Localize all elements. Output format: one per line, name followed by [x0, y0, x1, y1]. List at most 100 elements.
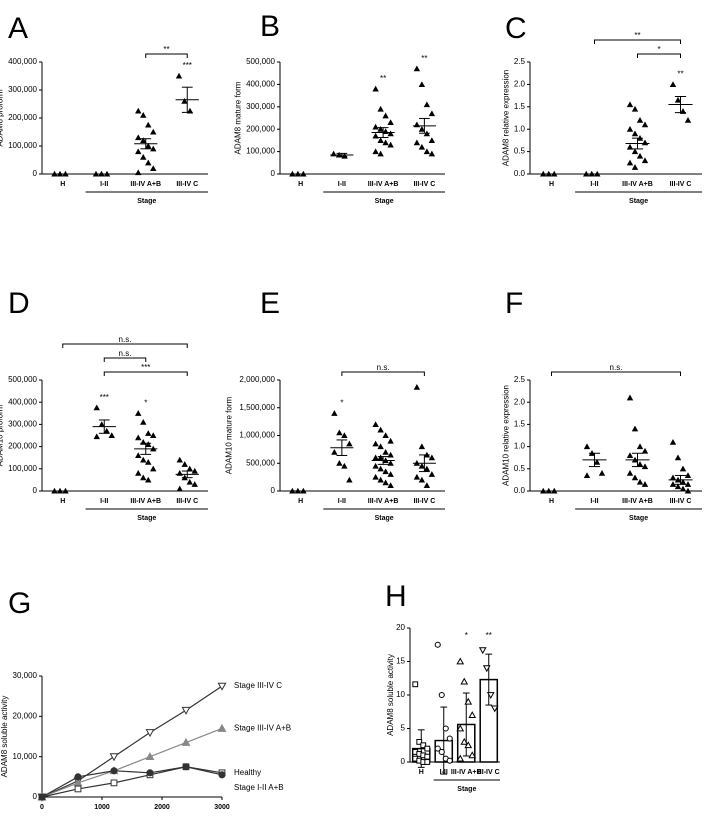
marker: [413, 139, 421, 146]
marker: [377, 105, 384, 112]
marker: [145, 142, 152, 149]
marker: [641, 481, 649, 487]
marker: [140, 137, 147, 143]
marker: [140, 474, 147, 481]
marker: [382, 468, 389, 475]
bracket-label: n.s.: [119, 349, 132, 358]
marker: [684, 117, 692, 123]
significance: **: [486, 631, 492, 640]
y-tick-label: 100,000: [8, 464, 37, 473]
marker: [191, 481, 198, 487]
y-tick-label: 2.0: [514, 80, 526, 89]
marker: [423, 148, 431, 155]
marker: [372, 473, 379, 480]
y-axis-label: ADAM8 proform: [0, 89, 5, 147]
marker: [626, 159, 634, 166]
x-tick-label: H: [298, 181, 303, 188]
marker: [588, 170, 595, 177]
marker: [626, 394, 634, 401]
series-line: [41, 727, 223, 798]
marker: [109, 753, 119, 762]
marker: [377, 476, 384, 483]
x-axis-label: Stage: [375, 198, 394, 205]
y-tick-label: 1,500,000: [239, 403, 275, 412]
marker: [631, 148, 639, 155]
y-tick-label: 20: [396, 623, 405, 632]
marker: [387, 130, 394, 137]
marker: [486, 692, 495, 700]
marker: [490, 705, 499, 713]
marker: [93, 404, 100, 411]
marker: [51, 170, 58, 177]
x-tick-label: III-IV A+B: [622, 498, 653, 505]
marker: [674, 483, 682, 490]
marker: [181, 706, 191, 715]
marker: [289, 170, 296, 177]
x-tick-label: III-IV A+B: [622, 181, 653, 188]
bracket: [594, 39, 681, 44]
bracket: [341, 371, 425, 376]
marker: [387, 471, 394, 477]
marker: [145, 121, 152, 128]
marker: [135, 134, 142, 141]
marker: [438, 691, 445, 699]
marker: [418, 81, 426, 87]
marker: [460, 737, 469, 745]
y-tick-label: 0: [271, 486, 276, 495]
marker: [377, 126, 384, 132]
marker: [387, 141, 394, 148]
marker: [418, 476, 426, 483]
marker: [669, 481, 677, 487]
y-axis-label: ADAM8 mature form: [234, 81, 243, 154]
y-tick-label: 0: [33, 169, 38, 178]
marker: [438, 748, 445, 756]
marker: [674, 454, 682, 461]
marker: [108, 432, 115, 439]
marker: [545, 487, 552, 494]
marker: [593, 458, 601, 465]
y-axis-label: ADAM10 mature form: [225, 396, 234, 474]
marker: [684, 487, 692, 494]
marker: [641, 463, 649, 470]
panel-letter: F: [505, 287, 523, 320]
marker: [460, 677, 469, 685]
y-tick-label: 400,000: [8, 57, 37, 66]
marker: [150, 432, 157, 439]
significance: **: [380, 74, 386, 83]
y-tick-label: 1.5: [514, 420, 526, 429]
x-tick-label: I-II: [590, 181, 598, 188]
marker: [456, 657, 465, 665]
significance: **: [421, 54, 427, 63]
marker: [679, 465, 687, 472]
marker: [636, 152, 644, 159]
marker: [372, 148, 379, 155]
marker: [145, 441, 152, 447]
marker: [336, 460, 343, 466]
marker: [145, 752, 155, 761]
marker: [679, 485, 687, 492]
marker: [62, 487, 69, 494]
x-tick-label: 0: [40, 804, 44, 811]
significance: *: [465, 631, 468, 640]
x-tick-label: III-IV C: [413, 498, 435, 505]
marker: [540, 170, 547, 177]
y-tick-label: 0.5: [514, 147, 526, 156]
marker: [412, 681, 419, 688]
x-axis-label: Stage: [457, 786, 476, 793]
x-tick-label: III-IV C: [413, 181, 435, 188]
legend-label: Stage III-IV C: [234, 681, 282, 690]
marker: [424, 753, 431, 760]
marker: [684, 481, 692, 487]
significance: ***: [100, 393, 109, 402]
marker: [135, 434, 142, 441]
marker: [110, 779, 118, 787]
y-tick-label: 500,000: [246, 458, 275, 467]
marker: [420, 742, 427, 749]
marker: [103, 170, 111, 177]
y-tick-label: 500,000: [8, 375, 37, 384]
marker: [140, 154, 147, 160]
y-tick-label: 20,000: [13, 711, 38, 720]
marker: [428, 110, 436, 117]
y-axis-label: ADAM8 soluble activity: [386, 654, 395, 736]
marker: [182, 763, 190, 771]
